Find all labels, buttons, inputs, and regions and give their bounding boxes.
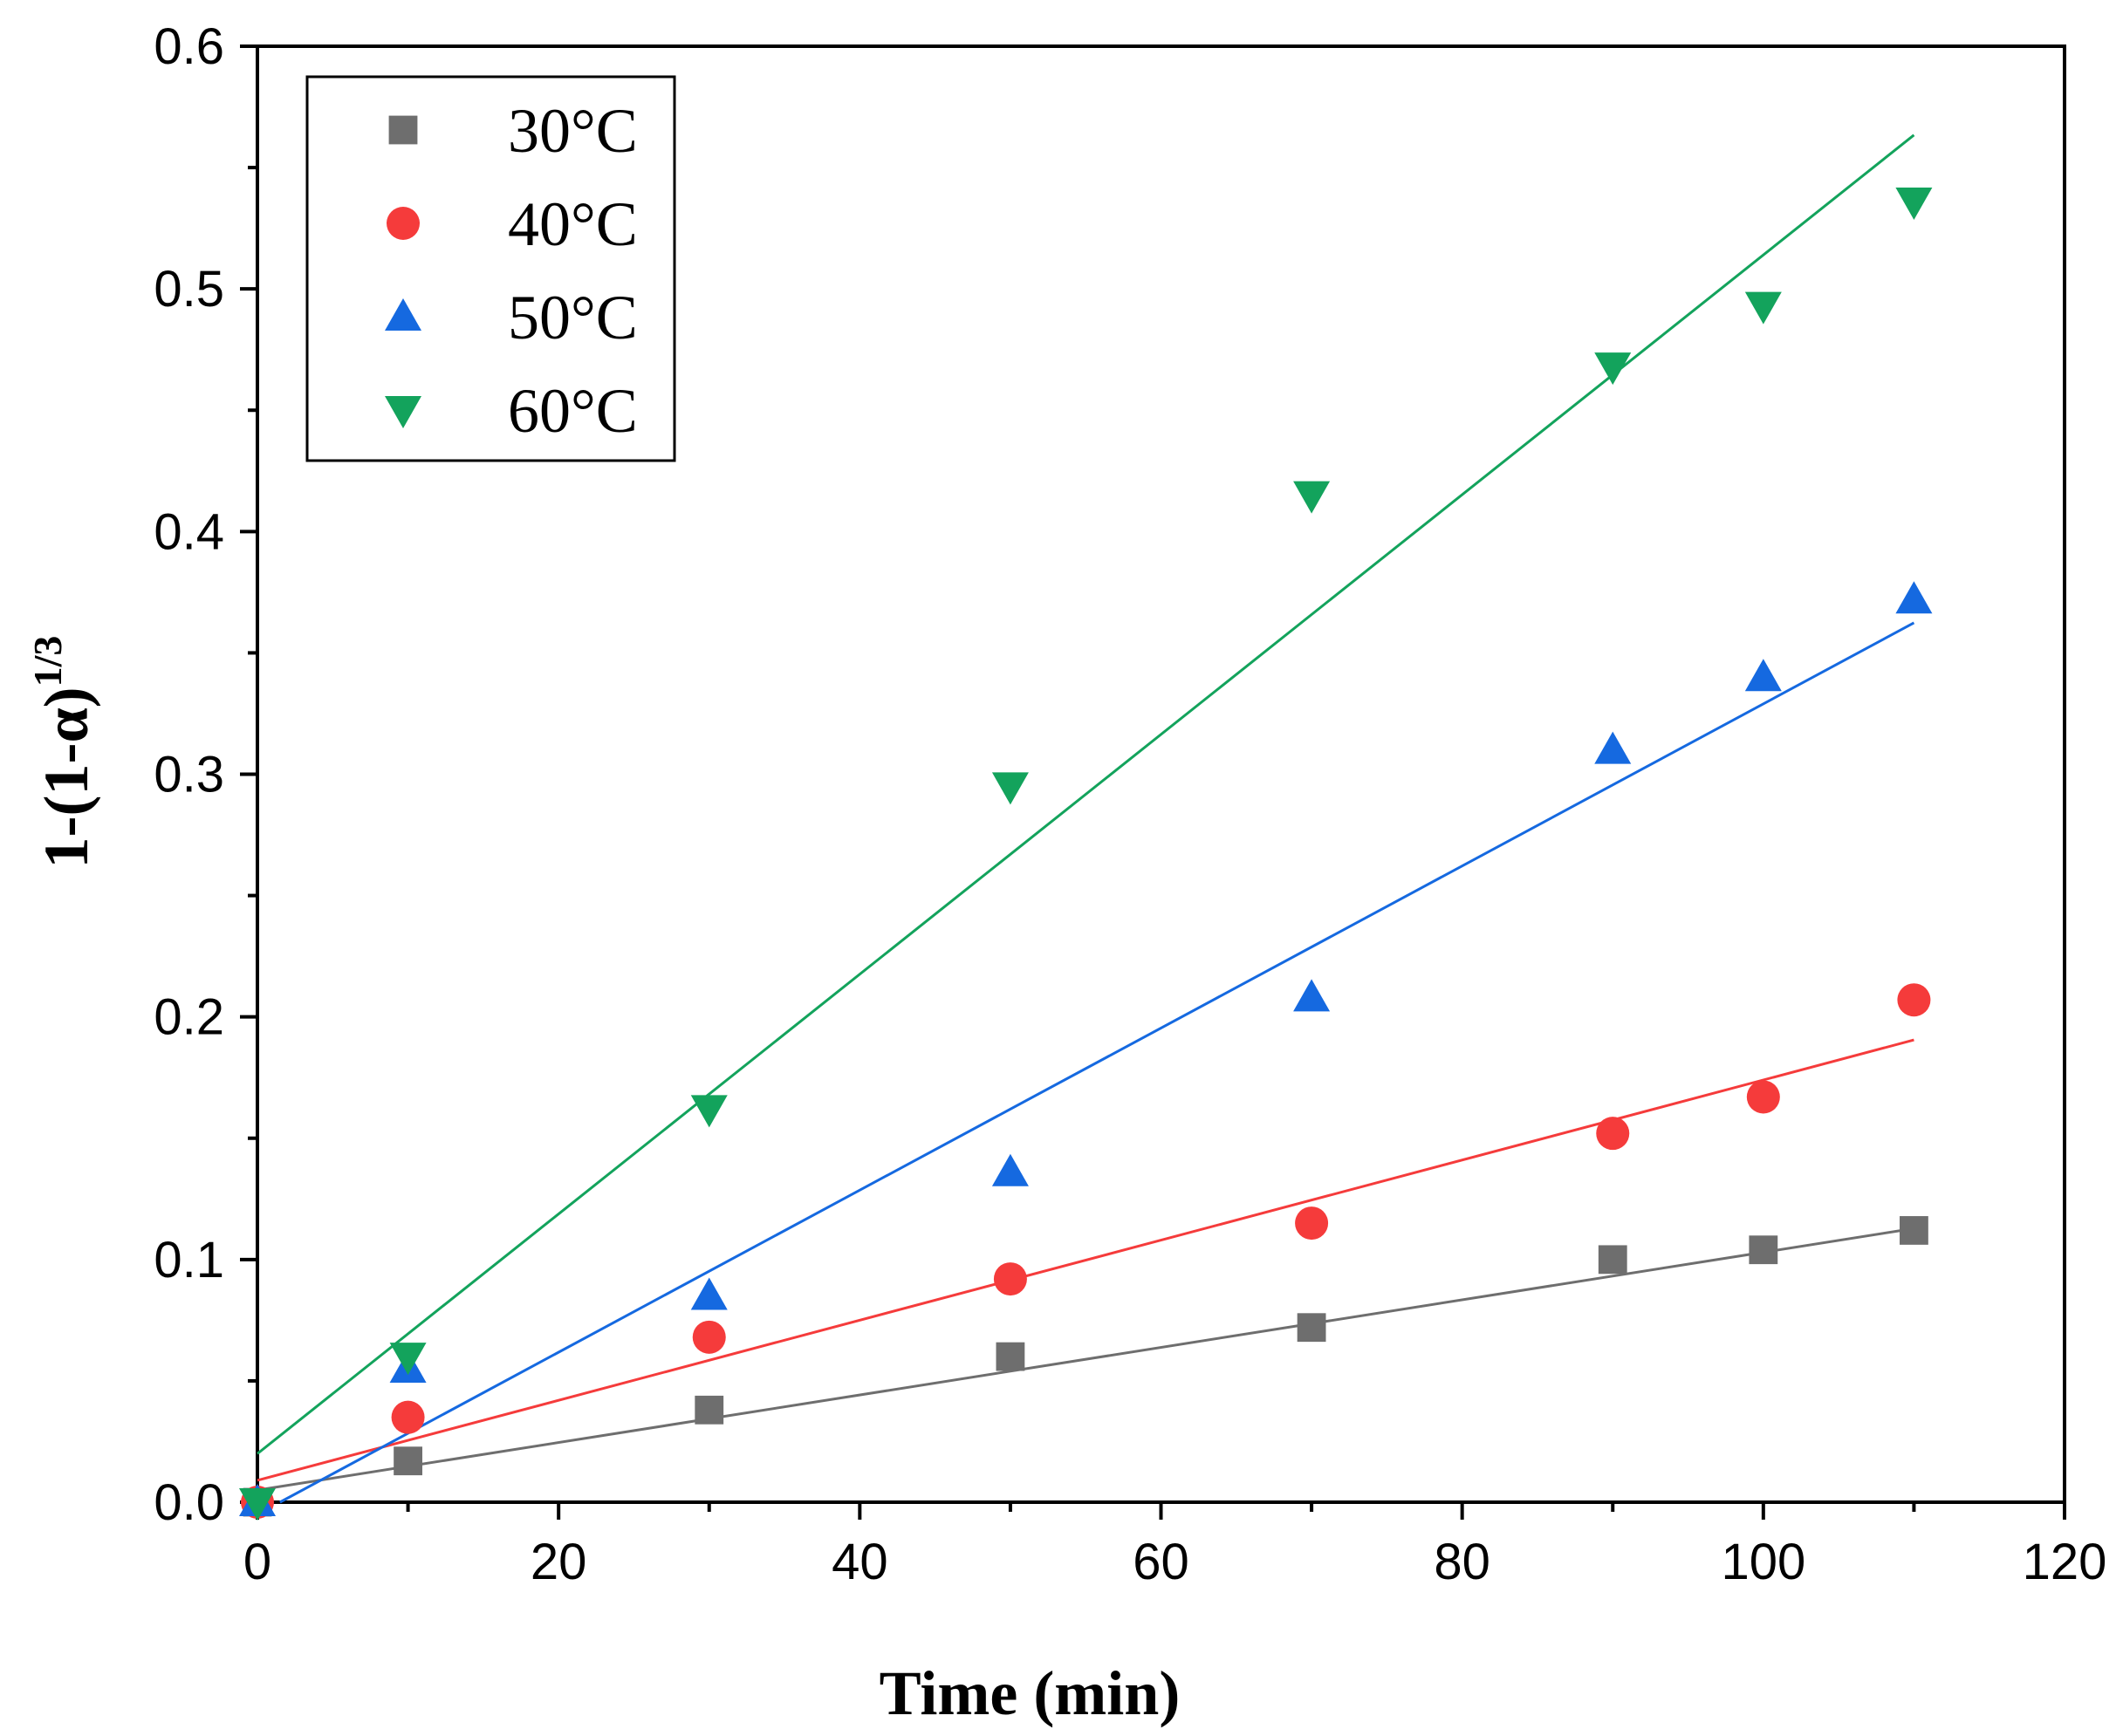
data-point-60c (1594, 352, 1632, 386)
legend: 30°C 40°C 50°C 60°C (305, 75, 676, 462)
x-tick-label: 120 (2023, 1534, 2107, 1590)
legend-label: 40°C (508, 189, 638, 259)
x-tick-label: 20 (531, 1534, 587, 1590)
legend-marker-50c (385, 298, 421, 331)
fit-line-30c (257, 1227, 1914, 1492)
legend-label: 60°C (508, 376, 638, 446)
x-axis-title: Time (min) (880, 1658, 1181, 1728)
data-point-40c (1295, 1206, 1329, 1240)
data-point-30c (1598, 1245, 1627, 1275)
y-tick-label: 0.2 (154, 989, 224, 1046)
data-point-30c (695, 1395, 724, 1425)
data-point-40c (1746, 1080, 1780, 1114)
y-tick-label: 0.3 (154, 747, 224, 803)
data-point-50c (991, 1153, 1029, 1186)
legend-label: 50°C (508, 283, 638, 352)
data-point-60c (1744, 291, 1782, 325)
data-point-40c (1897, 983, 1931, 1017)
data-markers (239, 188, 1933, 1521)
legend-marker-60c (385, 396, 421, 428)
data-point-60c (239, 1488, 276, 1521)
y-axis-title-superscript: 1/3 (25, 636, 70, 687)
x-tick-label: 100 (1721, 1534, 1805, 1590)
y-tick-label: 0.1 (154, 1232, 224, 1288)
data-point-30c (1749, 1235, 1778, 1265)
data-point-40c (1596, 1117, 1630, 1151)
data-point-50c (690, 1277, 728, 1310)
fit-line-40c (257, 1038, 1914, 1482)
legend-label: 30°C (508, 96, 638, 166)
x-tick-label: 0 (243, 1534, 271, 1590)
legend-marker-30c (388, 115, 418, 145)
y-axis-title-base: 1-(1-α) (31, 687, 101, 868)
data-point-60c (1293, 481, 1331, 514)
x-tick-label: 40 (832, 1534, 888, 1590)
data-point-40c (993, 1262, 1027, 1296)
data-point-30c (996, 1342, 1025, 1371)
data-point-50c (1744, 659, 1782, 692)
y-axis-title: 1-(1-α)1/3 (25, 636, 101, 869)
y-tick-label: 0.5 (154, 261, 224, 318)
legend-marker-40c (387, 207, 420, 240)
y-tick-label: 0.0 (154, 1474, 224, 1531)
data-point-60c (690, 1095, 728, 1128)
data-point-50c (1293, 979, 1331, 1012)
data-point-60c (991, 772, 1029, 805)
data-point-30c (394, 1446, 422, 1476)
data-point-60c (389, 1343, 427, 1376)
y-tick-label: 0.6 (154, 18, 224, 75)
fit-line-50c (279, 621, 1915, 1504)
data-point-50c (1895, 581, 1933, 614)
x-axis: 0 20 40 60 80 100 120 (243, 1502, 2107, 1590)
data-point-60c (1895, 188, 1933, 221)
data-point-40c (692, 1320, 726, 1354)
data-point-30c (1900, 1216, 1928, 1245)
fit-lines (257, 133, 1915, 1504)
x-tick-label: 60 (1133, 1534, 1189, 1590)
fit-line-60c (257, 133, 1915, 1455)
data-point-50c (1594, 731, 1632, 764)
x-tick-label: 80 (1434, 1534, 1490, 1590)
y-tick-label: 0.4 (154, 503, 224, 560)
data-point-30c (1297, 1313, 1326, 1343)
y-axis: 0.0 0.1 0.2 0.3 0.4 0.5 0.6 (154, 18, 257, 1531)
legend-box (305, 75, 676, 462)
data-point-40c (391, 1400, 425, 1434)
